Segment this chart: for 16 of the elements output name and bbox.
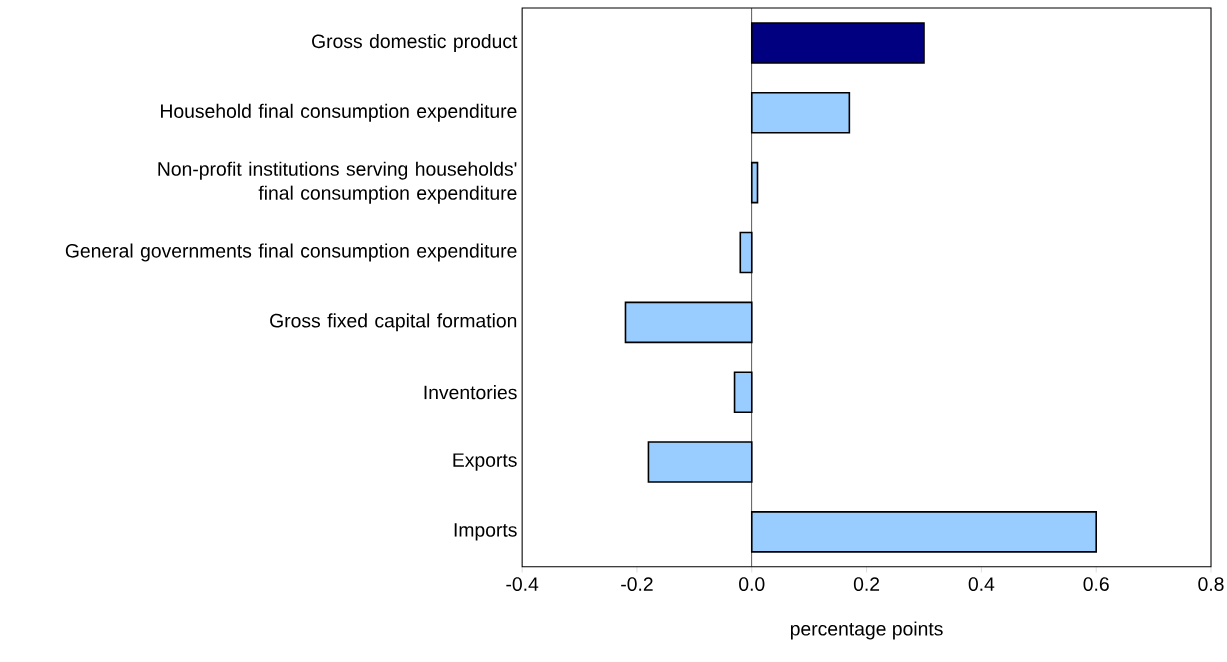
y-tick-label: Household final consumption expenditure bbox=[161, 104, 517, 123]
y-tick-label: Non-profit institutions serving households' final consumption expenditure bbox=[158, 161, 517, 204]
x-tick-label: 0.4 bbox=[968, 577, 995, 592]
y-tick-label: Imports bbox=[454, 523, 517, 541]
x-tick-label: 0.0 bbox=[739, 577, 765, 592]
x-tick-label: 0.6 bbox=[1083, 577, 1109, 592]
x-tick-label: 0.8 bbox=[1198, 577, 1224, 592]
y-tick-label: General governments final consumption expenditure bbox=[65, 243, 517, 262]
x-axis-title: percentage points bbox=[790, 621, 943, 640]
x-tick-label: -0.2 bbox=[621, 577, 653, 592]
y-tick-label: Gross fixed capital formation bbox=[270, 313, 517, 332]
y-tick-label: Exports bbox=[453, 453, 517, 471]
y-tick-label: Inventories bbox=[424, 385, 517, 400]
y-tick-label: Gross domestic product bbox=[312, 34, 518, 53]
x-tick-label: -0.4 bbox=[506, 577, 539, 592]
x-tick-label: 0.2 bbox=[853, 577, 880, 592]
